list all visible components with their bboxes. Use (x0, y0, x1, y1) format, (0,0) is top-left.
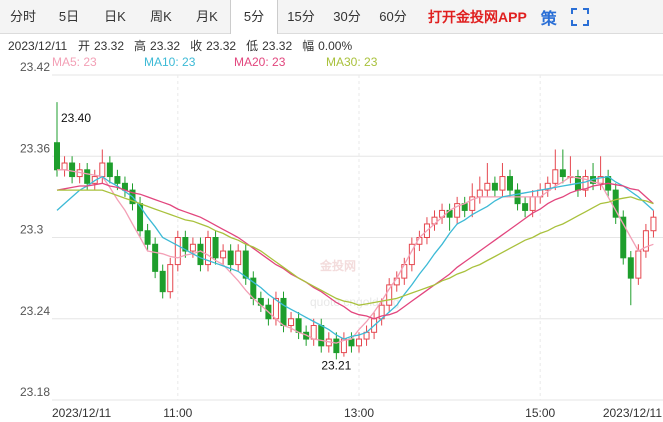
candle-body (54, 142, 60, 171)
x-tick-label: 2023/12/11 (52, 406, 111, 420)
candle-body (642, 230, 649, 252)
candle-body (650, 216, 657, 232)
candle-body (582, 176, 589, 191)
candle-body (106, 162, 113, 178)
candle-body (484, 182, 491, 191)
candle-body (205, 237, 211, 266)
candle-body (356, 338, 362, 347)
candle-body (152, 243, 159, 272)
tabs: 分时 5日 日K 周K 月K 5分 15分 30分 60分 (0, 0, 416, 34)
tab[interactable]: 分时 (9, 9, 36, 24)
candle-body (212, 237, 219, 259)
x-tick-label: 2023/12/11 (603, 406, 662, 420)
legend-entry: MA10: 23 (144, 55, 196, 69)
y-tick-label: 23.36 (20, 141, 50, 155)
candle-body (61, 162, 68, 171)
candle-body (612, 189, 619, 218)
toolbar: 分时 5日 日K 周K 月K 5分 15分 30分 60分 打开金投网APP 策 (0, 0, 663, 34)
candle-body (99, 162, 106, 178)
legend-entry: MA30: 23 (326, 55, 378, 69)
y-tick-label: 23.24 (20, 304, 50, 318)
candle-body (635, 250, 642, 279)
legend-entry: MA5: 23 (52, 55, 97, 69)
y-tick-label: 23.18 (20, 385, 50, 399)
candle-body (280, 297, 287, 327)
candle-body (137, 203, 144, 232)
info-value: 23.32 (262, 39, 292, 53)
watermark-brand: 金投网 (319, 258, 356, 273)
info-value: 23.32 (94, 39, 124, 53)
strategy-button[interactable]: 策 (540, 10, 557, 28)
candle-body (288, 318, 295, 327)
tab[interactable]: 日K (104, 9, 126, 24)
info-value: 23.32 (206, 39, 236, 53)
candle-body (552, 169, 559, 184)
tab[interactable]: 5日 (58, 9, 80, 24)
tab[interactable]: 5分 (230, 0, 278, 34)
ma-line (56, 175, 654, 340)
tab[interactable]: 周K (150, 9, 172, 24)
low-annotation: 23.21 (321, 358, 351, 372)
candle-body (499, 176, 506, 191)
candle-body (144, 230, 151, 245)
candle-body (174, 237, 181, 266)
info-value: 23.32 (150, 39, 180, 53)
candle-body (84, 169, 91, 184)
candle-body (469, 196, 476, 211)
y-tick-label: 23.3 (20, 223, 44, 237)
info-value: 0.00% (318, 39, 352, 53)
candle-body (220, 250, 227, 259)
info-label: 低 (246, 39, 258, 53)
x-tick-label: 13:00 (344, 406, 374, 420)
candle-body (235, 250, 242, 266)
candle-body (159, 270, 166, 293)
x-tick-label: 15:00 (525, 406, 555, 420)
info-label: 收 (190, 39, 202, 53)
x-tick-label: 11:00 (163, 406, 192, 420)
legend-entry: MA20: 23 (234, 55, 286, 69)
candle-body (333, 338, 340, 354)
fullscreen-button[interactable] (570, 7, 589, 26)
candle-body (454, 203, 461, 218)
ma-line (56, 182, 654, 320)
y-tick-label: 23.42 (20, 60, 50, 74)
candle-body (197, 243, 204, 266)
candle-body (476, 189, 483, 198)
candle-body (348, 338, 355, 347)
high-annotation: 23.40 (61, 111, 91, 125)
tab[interactable]: 60分 (379, 9, 407, 24)
candle-body (491, 182, 498, 191)
candle-body (310, 325, 317, 340)
candle-body (522, 203, 529, 211)
candle-body (529, 196, 536, 211)
candle-body (386, 284, 393, 306)
candle-body (295, 318, 302, 333)
candle-body (544, 182, 551, 191)
app-link[interactable]: 打开金投网APP (428, 8, 527, 25)
candle-body (227, 250, 234, 266)
candle-body (69, 162, 76, 178)
info-label: 开 (78, 39, 90, 53)
candle-body (242, 250, 249, 279)
tab[interactable]: 30分 (333, 9, 361, 24)
candle-body (182, 237, 189, 252)
info-label: 幅 (302, 38, 314, 53)
candle-body (167, 264, 174, 293)
candle-body (559, 169, 566, 178)
candle-body (114, 176, 121, 184)
candle-body (318, 325, 325, 347)
info-date: 2023/12/11 (8, 39, 67, 53)
tab[interactable]: 月K (196, 9, 218, 24)
info-label: 高 (134, 38, 146, 53)
watermark-url: quote.cngold.org (310, 295, 399, 309)
candle-body (189, 243, 196, 252)
candle-body (507, 176, 513, 191)
candle-body (627, 257, 634, 279)
ma-line (57, 169, 654, 344)
tab[interactable]: 15分 (287, 9, 315, 24)
candle-body (620, 216, 627, 259)
ma-line (57, 189, 654, 306)
